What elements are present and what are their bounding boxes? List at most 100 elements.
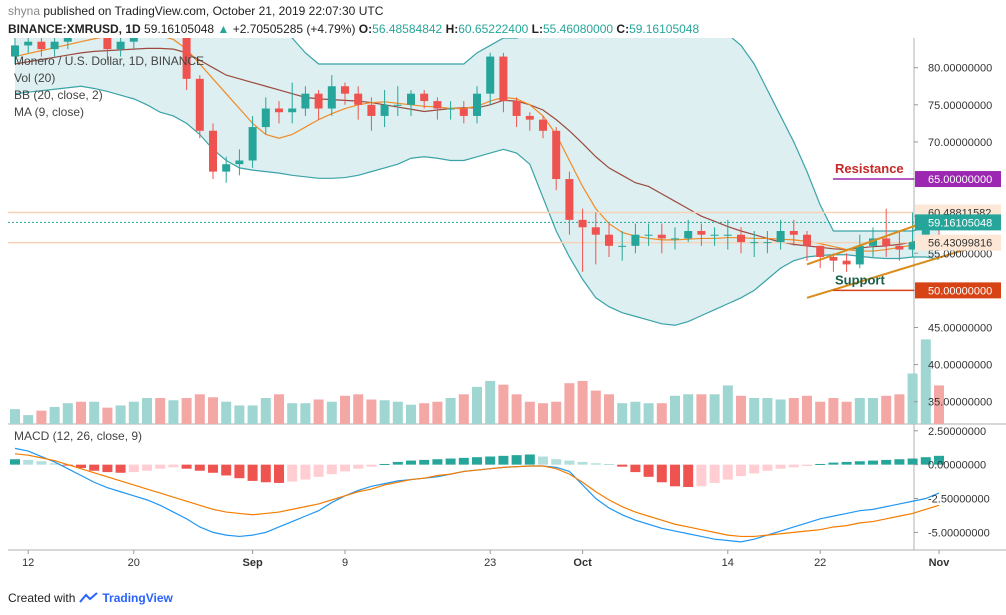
volume-bar <box>670 395 680 424</box>
candle-body <box>235 160 244 165</box>
candle-body <box>763 242 772 244</box>
volume-bar <box>722 385 733 424</box>
candle-body <box>301 93 310 109</box>
volume-bar <box>115 405 126 424</box>
price-chart[interactable]: Resistance Support 80.00000000 75.00000000 7… <box>0 38 1006 586</box>
bollinger-band-fill <box>15 38 939 326</box>
volume-bar <box>683 394 694 424</box>
candle-body <box>248 127 257 161</box>
macd-histogram-bar <box>221 464 232 476</box>
macd-histogram-bar <box>498 455 509 465</box>
candle-body <box>776 231 785 243</box>
candle-body <box>103 38 112 50</box>
open-price-badge: 56.43099816 <box>928 238 992 250</box>
macd-histogram-bar <box>313 464 324 477</box>
volume-bar <box>62 403 73 424</box>
candle-body <box>723 234 732 236</box>
candle-body <box>539 119 547 131</box>
candle-body <box>209 130 217 172</box>
volume-bar <box>300 403 311 424</box>
volume-bar <box>934 385 944 424</box>
macd-histogram-bar <box>115 464 126 473</box>
volume-bar <box>10 409 20 424</box>
candle-body <box>473 93 481 116</box>
candle-body <box>24 41 33 46</box>
macd-histogram-bar <box>881 459 892 465</box>
volume-bar <box>23 415 34 424</box>
macd-histogram-bar <box>802 464 812 466</box>
last-price: 59.16105048 <box>144 22 215 36</box>
candle-body <box>789 231 798 235</box>
macd-histogram-bar <box>709 464 720 483</box>
volume-bar <box>208 397 218 424</box>
macd-histogram-bar <box>10 459 20 465</box>
macd-histogram-bar <box>128 464 139 473</box>
volume-bar <box>828 398 839 424</box>
candle-body <box>420 93 429 102</box>
candle-body <box>354 93 363 105</box>
volume-bar <box>749 398 760 424</box>
candle-body <box>446 108 455 110</box>
ma-legend: MA (9, close) <box>14 105 84 119</box>
macd-histogram-bar <box>326 464 337 475</box>
candle-body <box>288 108 297 113</box>
macd-histogram-bar <box>696 464 707 487</box>
high-value: 60.65222400 <box>458 22 529 36</box>
macd-histogram-bar <box>300 464 311 480</box>
candle-body <box>393 104 402 106</box>
volume-bar <box>366 399 377 424</box>
candle-body <box>591 227 600 235</box>
candle-body <box>737 234 745 243</box>
macd-histogram-bar <box>168 464 179 468</box>
macd-histogram-bar <box>366 464 377 467</box>
time-tick-label: 9 <box>342 557 348 569</box>
volume-bar <box>788 398 799 424</box>
time-tick-label: 14 <box>722 557 734 569</box>
candle-body <box>552 130 561 180</box>
low-label: L: <box>531 22 543 36</box>
macd-tick-label: -2.50000000 <box>928 494 990 506</box>
candle-body <box>275 108 283 113</box>
volume-bar <box>181 398 192 424</box>
candle-body <box>895 245 904 250</box>
candle-body <box>182 38 191 79</box>
candle-body <box>803 234 811 246</box>
candle-body <box>195 78 204 131</box>
candle-body <box>63 38 72 42</box>
chart-title-label: Monero / U.S. Dollar, 1D, BINANCE <box>14 54 204 68</box>
time-tick-label: 22 <box>814 557 826 569</box>
bollinger-upper-line <box>291 38 940 232</box>
tradingview-brand[interactable]: TradingView <box>79 591 173 605</box>
volume-bar <box>458 394 469 424</box>
volume-bar <box>485 380 496 424</box>
macd-histogram-bar <box>617 464 628 467</box>
macd-tick-label: -5.00000000 <box>928 527 990 539</box>
macd-histogram-bar <box>76 464 86 469</box>
macd-histogram-bar <box>406 460 416 465</box>
candle-body <box>578 219 587 228</box>
volume-bar <box>590 390 601 424</box>
volume-bar <box>102 407 113 424</box>
macd-histogram-bar <box>511 455 522 465</box>
price-tick-label: 35.00000000 <box>928 397 992 409</box>
volume-bar <box>815 401 826 424</box>
price-tick-label: 75.00000000 <box>928 100 992 112</box>
support-price-badge-bg <box>915 282 1001 299</box>
candle-body <box>380 104 389 116</box>
volume-bar <box>247 405 258 424</box>
macd-histogram-bar <box>472 457 482 465</box>
volume-bar <box>894 394 905 424</box>
macd-histogram-bar <box>208 464 218 473</box>
candle-body <box>525 115 534 120</box>
macd-histogram-bar <box>788 464 799 468</box>
time-tick-label: Oct <box>573 557 592 569</box>
volume-bar <box>274 394 284 424</box>
macd-histogram-bar <box>89 464 100 471</box>
macd-histogram-bar <box>379 463 390 465</box>
macd-histogram-bar <box>736 464 746 477</box>
author-name[interactable]: shyna <box>8 4 41 18</box>
macd-histogram-bar <box>749 464 760 474</box>
resistance-price-badge: 65.00000000 <box>928 174 992 186</box>
volume-bar <box>617 403 628 424</box>
volume-bar <box>89 401 100 424</box>
